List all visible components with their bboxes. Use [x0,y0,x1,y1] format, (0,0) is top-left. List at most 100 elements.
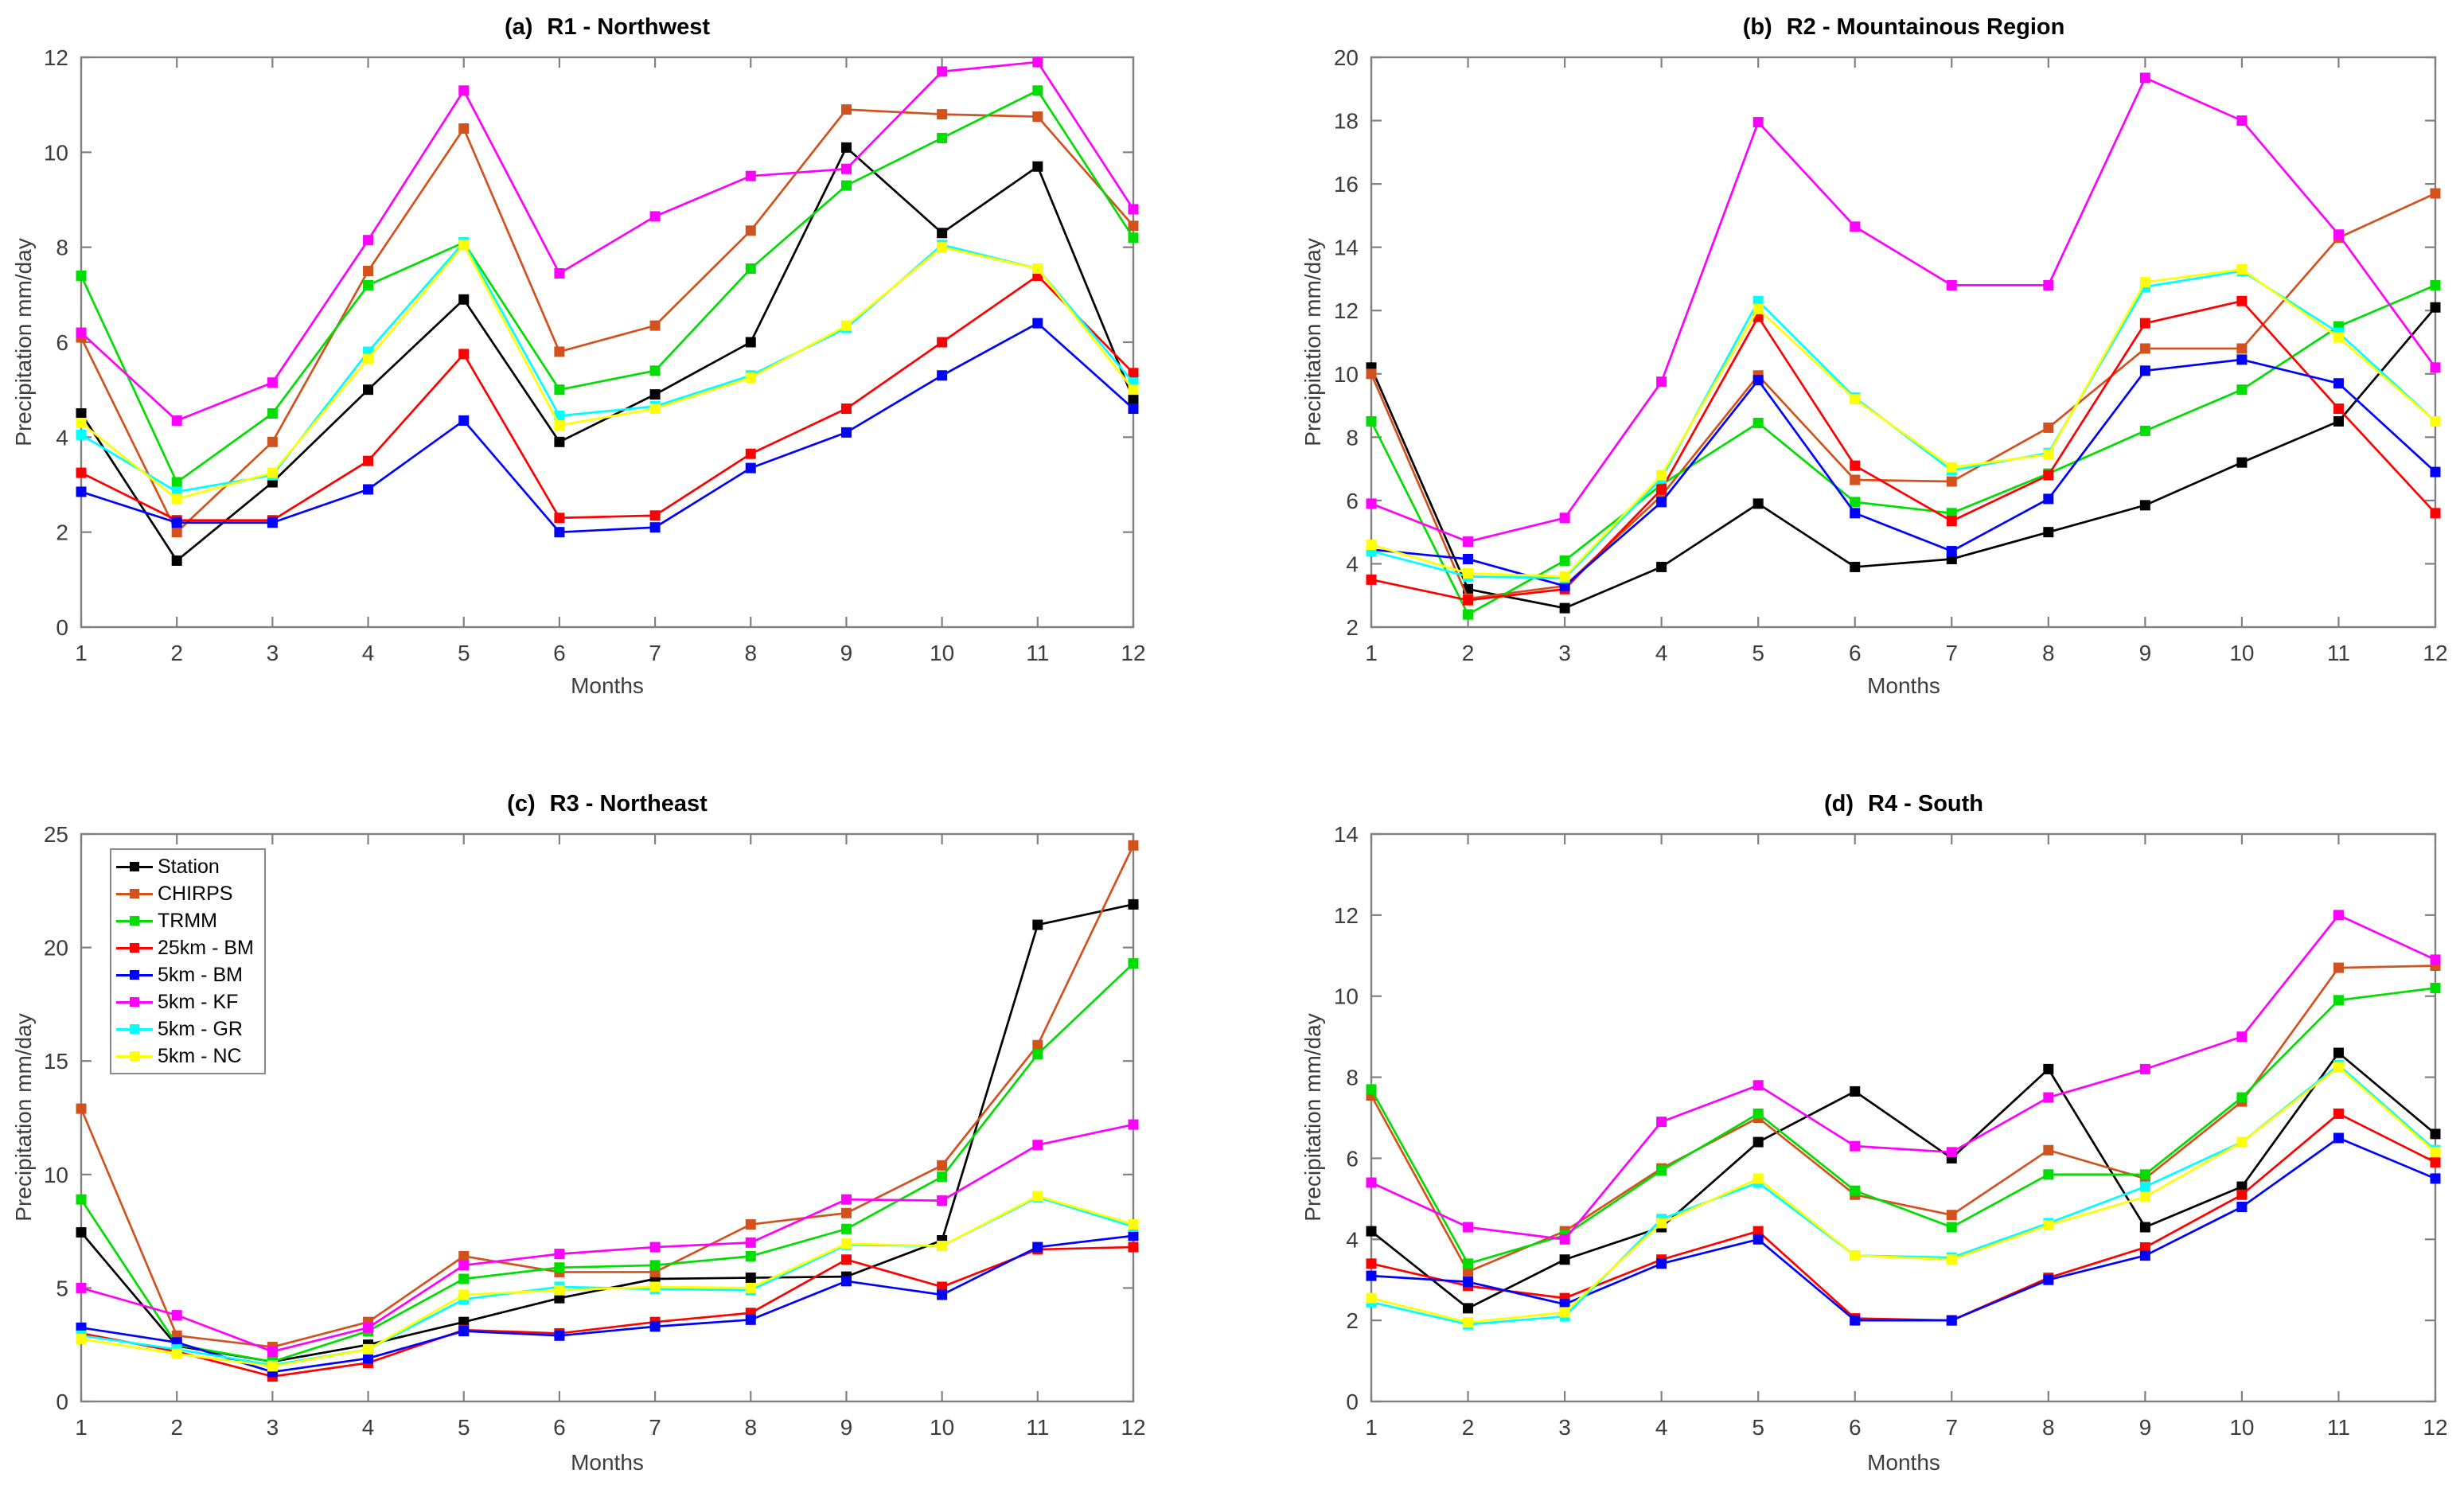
data-point-marker [840,180,852,191]
data-point-marker [937,66,948,77]
data-point-marker [1032,111,1043,123]
x-ticks: 1 2 3 4 5 6 7 8 9 10 11 12 [75,834,1146,1440]
y-tick-label: 16 [1334,172,1359,197]
data-point-marker [458,294,470,305]
data-point-marker [1850,394,1861,405]
data-point-marker [1752,1173,1764,1184]
data-point-marker [1366,1270,1377,1281]
legend-square-marker [130,942,139,953]
x-tick-label: 1 [1365,641,1378,665]
data-point-marker [554,384,565,396]
data-point-marker [937,1241,948,1252]
x-tick-label: 10 [930,1415,954,1440]
data-point-marker [554,1330,565,1341]
legend-label: 5km - BM [158,963,243,986]
data-point-marker [1366,1084,1377,1095]
data-point-marker [1559,580,1570,591]
data-point-marker [1128,220,1139,232]
data-point-marker [1032,1191,1043,1202]
y-tick-label: 20 [1334,45,1359,70]
y-ticks: 0 2 4 6 8 10 12 14 [1334,822,2435,1414]
data-point-marker [458,1273,470,1284]
data-point-marker [1463,1317,1474,1328]
data-point-marker [267,467,278,478]
legend-square-marker [130,888,139,898]
data-point-marker [2430,362,2441,373]
x-tick-label: 4 [362,1415,375,1440]
data-point-marker [840,403,852,415]
y-tick-label: 2 [1346,1308,1359,1333]
data-point-marker [2236,1136,2248,1148]
data-point-marker [649,1321,661,1332]
data-point-marker [1656,1258,1667,1269]
x-tick-label: 4 [362,641,375,665]
x-tick-label: 10 [2229,641,2254,665]
data-point-marker [554,513,565,524]
data-point-marker [745,1282,756,1293]
panel-c-title-prefix: (c) [507,791,536,817]
data-point-marker [745,1237,756,1248]
legend-label: 5km - KF [158,990,239,1013]
series-TRMM [1366,279,2441,620]
data-point-marker [363,484,374,495]
data-point-marker [1559,1234,1570,1245]
data-point-marker [1656,497,1667,508]
data-point-marker [937,228,948,239]
data-point-marker [2333,378,2344,389]
data-point-marker [2430,415,2441,427]
data-point-marker [1946,546,1957,557]
x-tick-label: 12 [2423,1415,2447,1440]
legend-box: Station CHIRPS TRMM 25km - BM 5km - BM 5… [110,848,266,1074]
data-point-marker [363,266,374,276]
data-point-marker [554,1249,565,1260]
legend-line-sample [116,1023,153,1034]
data-point-marker [363,384,374,396]
data-point-marker [745,337,756,348]
data-point-marker [937,1281,948,1292]
data-point-marker [2139,276,2150,287]
data-point-marker [2043,279,2054,290]
data-point-marker [1366,1258,1377,1269]
data-point-marker [2333,995,2344,1006]
data-point-marker [1559,1307,1570,1318]
data-point-marker [1463,536,1474,548]
y-ticks: 0 2 4 6 8 10 12 [44,45,1133,640]
legend-item-5km-kf: 5km - KF [116,988,264,1015]
data-point-marker [1850,497,1861,508]
data-point-marker [1850,508,1861,519]
data-point-marker [1752,498,1764,509]
data-point-marker [649,365,661,376]
data-point-marker [2430,954,2441,965]
y-tick-label: 8 [56,236,68,260]
series-5km-KF [76,57,1139,426]
panel-b-title-text: R2 - Mountainous Region [1786,14,2065,40]
data-point-marker [363,235,374,246]
data-point-marker [1850,1250,1861,1261]
data-point-marker [840,1238,852,1249]
data-point-marker [1032,161,1043,172]
data-point-marker [2236,1092,2248,1103]
y-tick-label: 8 [1346,425,1359,450]
data-point-marker [1850,561,1861,572]
x-tick-label: 3 [1558,641,1571,665]
y-tick-label: 5 [56,1276,68,1300]
data-point-marker [1752,117,1764,128]
legend-line-sample [116,969,153,980]
series-line [1370,268,2436,578]
data-point-marker [1128,840,1139,851]
x-tick-label: 5 [458,641,470,665]
data-point-marker [2333,403,2344,415]
x-tick-label: 11 [1026,641,1049,665]
series-line [1370,306,2437,610]
panel-b-title: (b) R2 - Mountainous Region [1743,14,2065,41]
data-point-marker [2430,508,2441,519]
series-CHIRPS [76,104,1139,538]
data-point-marker [458,1260,470,1271]
data-point-marker [1656,470,1667,481]
data-point-marker [2333,1132,2344,1144]
data-point-marker [1032,318,1043,329]
data-point-marker [1752,295,1764,306]
x-tick-label: 11 [1026,1415,1049,1440]
x-tick-label: 11 [2327,1415,2350,1440]
